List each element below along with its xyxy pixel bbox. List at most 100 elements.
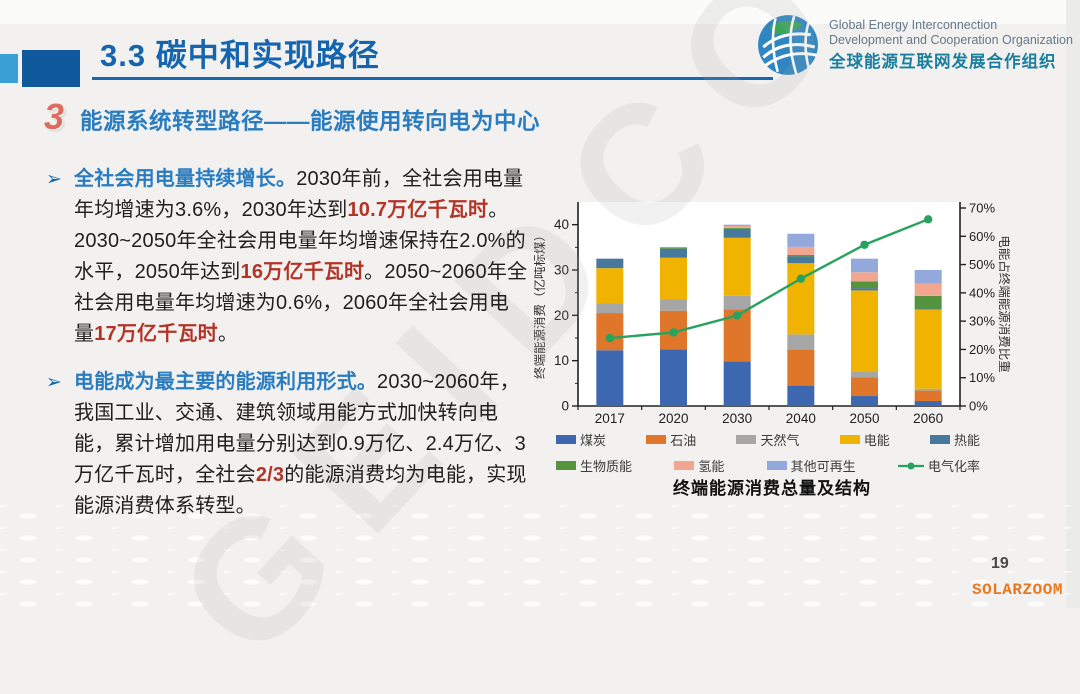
legend-swatch: [556, 435, 576, 444]
bar-segment-生物质能: [787, 255, 815, 257]
legend-label: 热能: [953, 433, 980, 448]
chart-legend: 煤炭 石油 天然气 电能 热能 生物质能 氢能 其他可再生 电气化率: [556, 430, 980, 482]
left-axis-tick-label: 10: [554, 353, 569, 368]
bar-segment-煤炭: [596, 350, 624, 406]
x-axis-category-label: 2040: [786, 411, 816, 426]
x-axis-category-label: 2030: [722, 411, 752, 426]
right-axis-tick-label: 70%: [969, 201, 995, 216]
left-axis-title: 终端能源消费（亿吨标煤）: [534, 229, 547, 379]
globe-icon: [758, 15, 818, 75]
bar-segment-其他可再生: [723, 224, 751, 227]
bullet-list: ➢ 全社会用电量持续增长。2030年前，全社会用电量年均增速为3.6%，2030年…: [46, 164, 528, 539]
header-accent-square-light: [0, 54, 18, 83]
title-underline: [92, 77, 773, 80]
legend-swatch: [736, 435, 757, 444]
legend-label: 煤炭: [580, 433, 607, 448]
legend-item-热能: 热能: [929, 430, 980, 449]
bar-segment-天然气: [660, 299, 687, 311]
bar-segment-石油: [596, 313, 624, 351]
right-axis-tick-label: 10%: [969, 370, 995, 385]
legend-swatch: [929, 435, 950, 444]
x-axis-category-label: 2050: [849, 411, 879, 426]
legend-item-石油: 石油: [646, 430, 696, 449]
logo-line2: Development and Cooperation Organization: [829, 33, 1073, 48]
bar-segment-氢能: [851, 272, 878, 282]
electrification-rate-marker: [796, 274, 806, 283]
legend-label: 电气化率: [927, 459, 980, 474]
x-axis-category-label: 2017: [595, 411, 625, 426]
bar-segment-其他可再生: [787, 233, 815, 247]
legend-line-dot: [907, 462, 915, 469]
right-edge-strip: [1066, 0, 1080, 608]
bar-segment-电能: [851, 290, 878, 372]
left-axis-tick-label: 20: [554, 308, 569, 323]
bar-segment-氢能: [914, 283, 942, 296]
bar-segment-煤炭: [914, 401, 942, 406]
right-axis-tick-label: 20%: [969, 342, 995, 357]
page-number: 19: [991, 555, 1009, 572]
legend-item-其他可再生: 其他可再生: [766, 456, 856, 475]
right-axis-tick-label: 60%: [969, 229, 995, 244]
legend-row: 煤炭 石油 天然气 电能 热能: [556, 430, 980, 449]
bar-segment-热能: [660, 248, 687, 258]
left-axis-tick-label: 40: [554, 217, 569, 232]
right-axis-tick-label: 50%: [969, 257, 995, 272]
legend-swatch: [556, 461, 576, 470]
logo-text: Global Energy Interconnection Developmen…: [829, 18, 1073, 73]
bar-segment-煤炭: [787, 385, 815, 406]
bar-segment-其他可再生: [851, 258, 878, 273]
bar-segment-电能: [723, 237, 751, 296]
legend-label: 石油: [670, 433, 697, 448]
bullet-text: 电能成为最主要的能源利用形式。2030~2060年，我国工业、交通、建筑领域用能…: [74, 367, 528, 522]
bar-segment-煤炭: [851, 396, 878, 406]
bar-segment-天然气: [723, 295, 751, 310]
bullet-segment: 。2030~2050年全社会用电量年均增速保持在2.0%的水平，2050年达到: [74, 199, 526, 283]
bullet-segment: 10.7万亿千瓦时: [347, 199, 489, 221]
legend-line-swatch: [897, 462, 924, 469]
organization-logo: Global Energy Interconnection Developmen…: [755, 12, 1075, 78]
bar-segment-热能: [596, 258, 624, 269]
legend-swatch: [646, 435, 667, 444]
electrification-rate-marker: [669, 328, 678, 337]
bullet-segment: 全社会用电量持续增长。: [74, 168, 297, 190]
page-title: 3.3 碳中和实现路径: [100, 38, 380, 73]
bullet-arrow-icon: ➢: [46, 169, 62, 190]
legend-label: 其他可再生: [790, 459, 856, 474]
bullet-segment: 2/3: [255, 464, 285, 486]
bar-segment-天然气: [914, 388, 942, 391]
bullet-segment: 2030年前，全社会用电量年均增速为3.6%，2030年达到: [74, 168, 524, 221]
bar-segment-生物质能: [660, 247, 687, 249]
legend-label: 天然气: [760, 433, 800, 448]
bullet-segment: 。2050~2060年全社会用电量年均增速为0.6%，2060年全社会用电量: [74, 261, 528, 345]
legend-item-氢能: 氢能: [674, 456, 724, 475]
bullet-segment: 2030~2060年，我国工业、交通、建筑领域用能方式加快转向电能，累计增加用电…: [74, 371, 526, 486]
legend-label: 氢能: [698, 459, 725, 474]
right-axis-title: 电能占终端能源消费比重: [997, 235, 1010, 373]
section-number-badge: 3: [44, 96, 65, 137]
right-axis-tick-label: 30%: [969, 314, 995, 329]
x-axis-category-label: 2020: [658, 411, 688, 426]
bar-segment-氢能: [787, 246, 815, 256]
bar-segment-生物质能: [723, 227, 751, 229]
bar-segment-石油: [851, 377, 878, 397]
logo-line3: 全球能源互联网发展合作组织: [829, 52, 1057, 71]
legend-item-天然气: 天然气: [736, 430, 799, 449]
bar-segment-石油: [914, 390, 942, 402]
bar-segment-煤炭: [723, 361, 751, 406]
solarzoom-watermark: SOLARZOOM: [972, 581, 1063, 599]
header-accent-square-dark: [22, 50, 80, 87]
bar-segment-热能: [723, 228, 751, 238]
bullet-item: ➢ 电能成为最主要的能源利用形式。2030~2060年，我国工业、交通、建筑领域用…: [46, 367, 528, 522]
top-band: [0, 0, 1080, 24]
bar-segment-煤炭: [660, 349, 687, 406]
legend-swatch: [839, 435, 860, 444]
right-axis-tick-label: 40%: [969, 285, 995, 300]
legend-label: 电能: [863, 433, 890, 448]
bullet-segment: 。: [217, 323, 239, 345]
bar-segment-热能: [787, 256, 815, 264]
bullet-segment: 电能成为最主要的能源利用形式。: [74, 371, 377, 393]
legend-item-煤炭: 煤炭: [556, 430, 606, 449]
bar-segment-生物质能: [914, 295, 942, 309]
chart-plot-background: [578, 202, 960, 406]
